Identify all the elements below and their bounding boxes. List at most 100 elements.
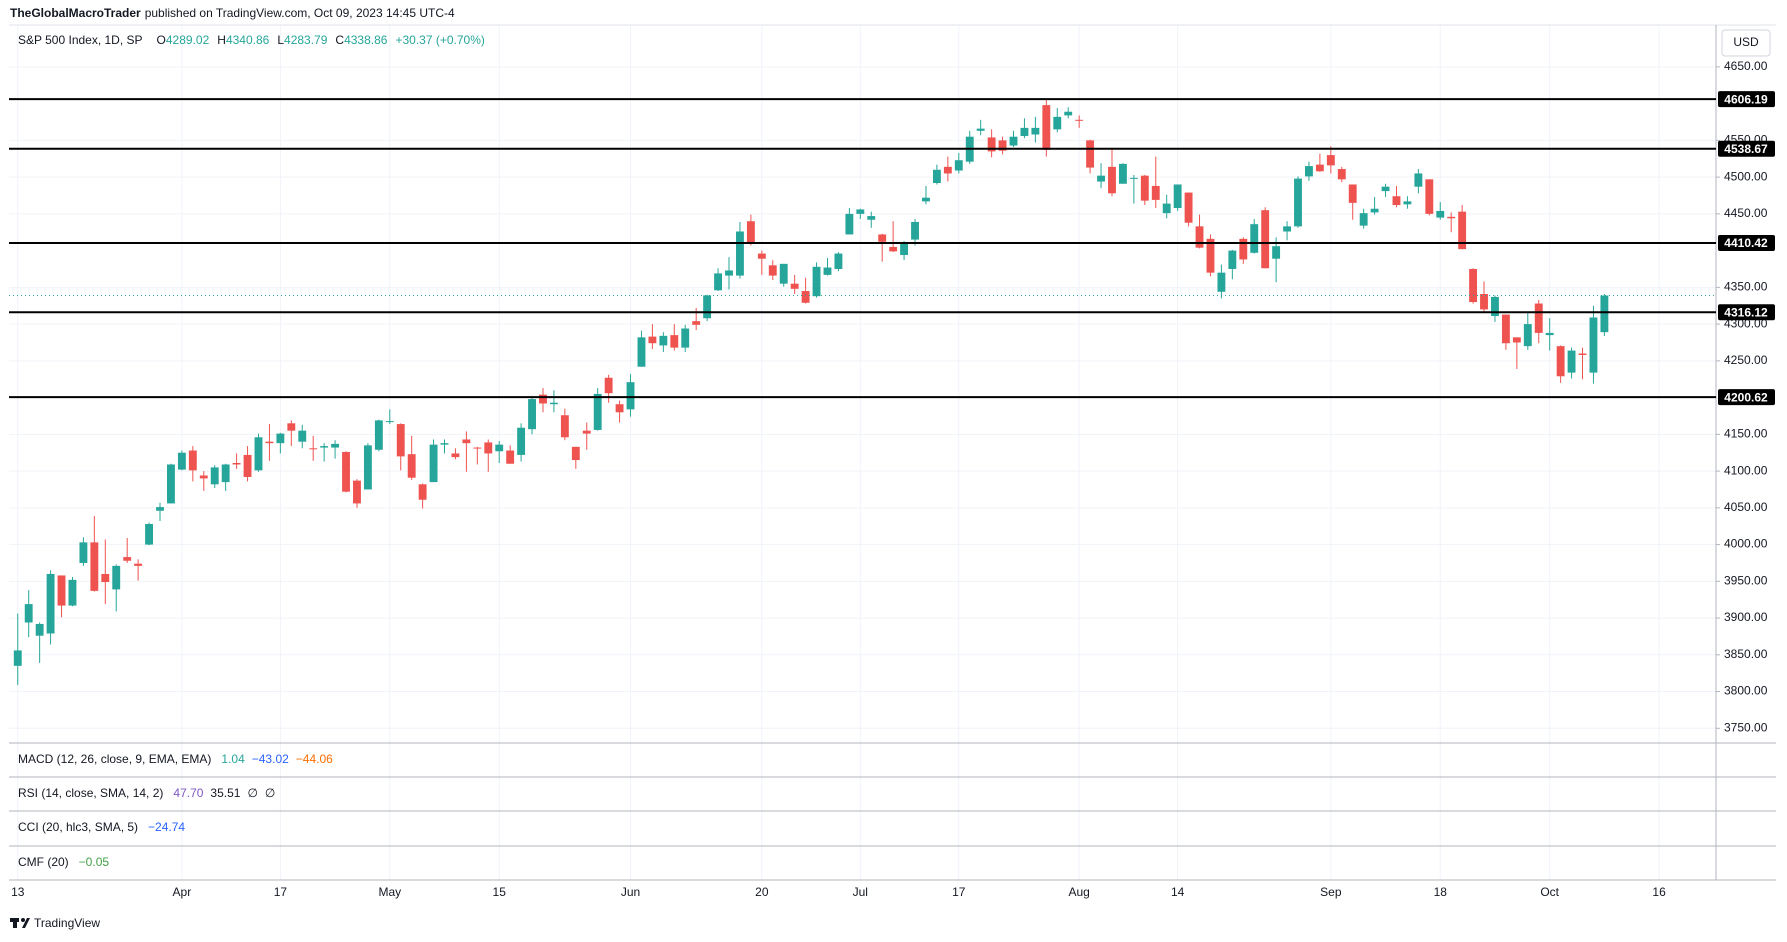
level-label: 4410.42 (1724, 236, 1768, 250)
candle-body (1556, 346, 1565, 377)
y-tick-label: 3800.00 (1724, 684, 1768, 698)
candle-body (517, 427, 526, 455)
level-label: 4606.19 (1724, 92, 1768, 106)
candle-body (1315, 164, 1324, 172)
candle-body (790, 283, 799, 289)
indicator-legend: CCI (20, hlc3, SMA, 5) −24.74 (18, 820, 185, 834)
candle-body (68, 579, 77, 606)
y-tick-label: 4350.00 (1724, 280, 1768, 294)
candle-body (287, 423, 296, 431)
logo-part (21, 918, 25, 922)
candle-body (1337, 169, 1346, 180)
candle-body (156, 507, 164, 511)
candle-body (1118, 163, 1127, 184)
indicator-legend: MACD (12, 26, close, 9, EMA, EMA) 1.04 −43… (18, 752, 333, 766)
candle-body (385, 421, 394, 423)
candle-body (703, 295, 712, 319)
candle-body (177, 452, 186, 470)
candle-body (13, 650, 22, 666)
candle-body (473, 447, 482, 449)
candle-body (1108, 166, 1116, 194)
change: +30.37 (+0.70%) (395, 33, 484, 47)
candle-body (845, 213, 854, 235)
candle-body (188, 450, 197, 471)
candle-body (1195, 226, 1204, 248)
y-tick-label: 3900.00 (1724, 610, 1768, 624)
level-label-bg (1718, 304, 1775, 321)
candle-body (692, 321, 701, 325)
candle-body (1173, 184, 1182, 208)
candle-body (1381, 186, 1390, 192)
x-tick-label: 13 (11, 885, 25, 899)
x-tick-label: Jun (621, 885, 640, 899)
indicator-value: ∅ (265, 786, 275, 800)
candle-body (1545, 332, 1554, 336)
candle-body (757, 253, 766, 259)
candle-body (1370, 208, 1379, 213)
candle-body (35, 623, 44, 636)
candle-body (626, 382, 635, 410)
candle-body (167, 464, 175, 504)
candle-body (582, 430, 591, 434)
candle-body (889, 246, 898, 252)
candle-body (1523, 324, 1532, 347)
candle-body (1512, 337, 1521, 343)
candle-body (943, 166, 952, 174)
currency: USD (1733, 35, 1759, 49)
candle-body (440, 443, 449, 445)
y-tick-label: 4450.00 (1724, 206, 1768, 220)
y-tick-label: 3850.00 (1724, 647, 1768, 661)
candle-body (429, 444, 438, 483)
indicator-value: −43.02 (252, 752, 289, 766)
candle-body (123, 557, 132, 561)
candle-body (24, 604, 33, 623)
candle-body (1020, 127, 1029, 136)
x-tick-label: Apr (173, 885, 192, 899)
candle-body (79, 542, 88, 563)
indicator-value: −24.74 (148, 820, 185, 834)
indicator-value: 47.70 (173, 786, 203, 800)
y-tick-label: 4650.00 (1724, 59, 1768, 73)
candle-body (823, 267, 832, 275)
ohlc-label: H (217, 33, 226, 47)
candle-body (659, 335, 668, 346)
candle-body (506, 450, 515, 464)
candle-body (834, 253, 843, 269)
ohlc-value: 4283.79 (284, 33, 328, 47)
candle-body (1064, 111, 1073, 116)
candle-body (1042, 105, 1051, 150)
candle-body (1217, 272, 1226, 292)
author: TheGlobalMacroTrader (10, 6, 141, 20)
candle-body (199, 475, 208, 479)
candle-body (1086, 140, 1095, 168)
published-info: published on TradingView.com, Oct 09, 20… (145, 6, 455, 20)
candle-body (363, 445, 372, 490)
x-tick-label: Oct (1540, 885, 1559, 899)
y-tick-label: 3950.00 (1724, 573, 1768, 587)
candle-body (1359, 213, 1368, 226)
logo-part (22, 918, 30, 928)
x-tick-label: Sep (1320, 885, 1342, 899)
candle-body (101, 573, 110, 583)
candle-body (46, 573, 55, 634)
y-tick-label: 3750.00 (1724, 720, 1768, 734)
level-label-bg (1718, 389, 1775, 406)
currency-box[interactable] (1721, 29, 1771, 57)
candle-body (1425, 179, 1434, 214)
x-tick-label: 17 (952, 885, 966, 899)
candle-body (736, 231, 744, 276)
candle-body (1392, 196, 1401, 206)
candle-body (1031, 127, 1040, 135)
candle-body (571, 446, 580, 461)
x-tick-label: Jul (853, 885, 868, 899)
indicator-title: RSI (14, close, SMA, 14, 2) (18, 786, 163, 800)
ohlc-label: L (277, 33, 284, 47)
x-tick-label: Aug (1068, 885, 1089, 899)
y-tick-label: 4500.00 (1724, 169, 1768, 183)
ohlc-label: C (335, 33, 344, 47)
candle-body (1567, 350, 1576, 373)
candle-body (615, 404, 624, 413)
candle-body (1053, 116, 1062, 130)
level-label-bg (1718, 140, 1775, 157)
